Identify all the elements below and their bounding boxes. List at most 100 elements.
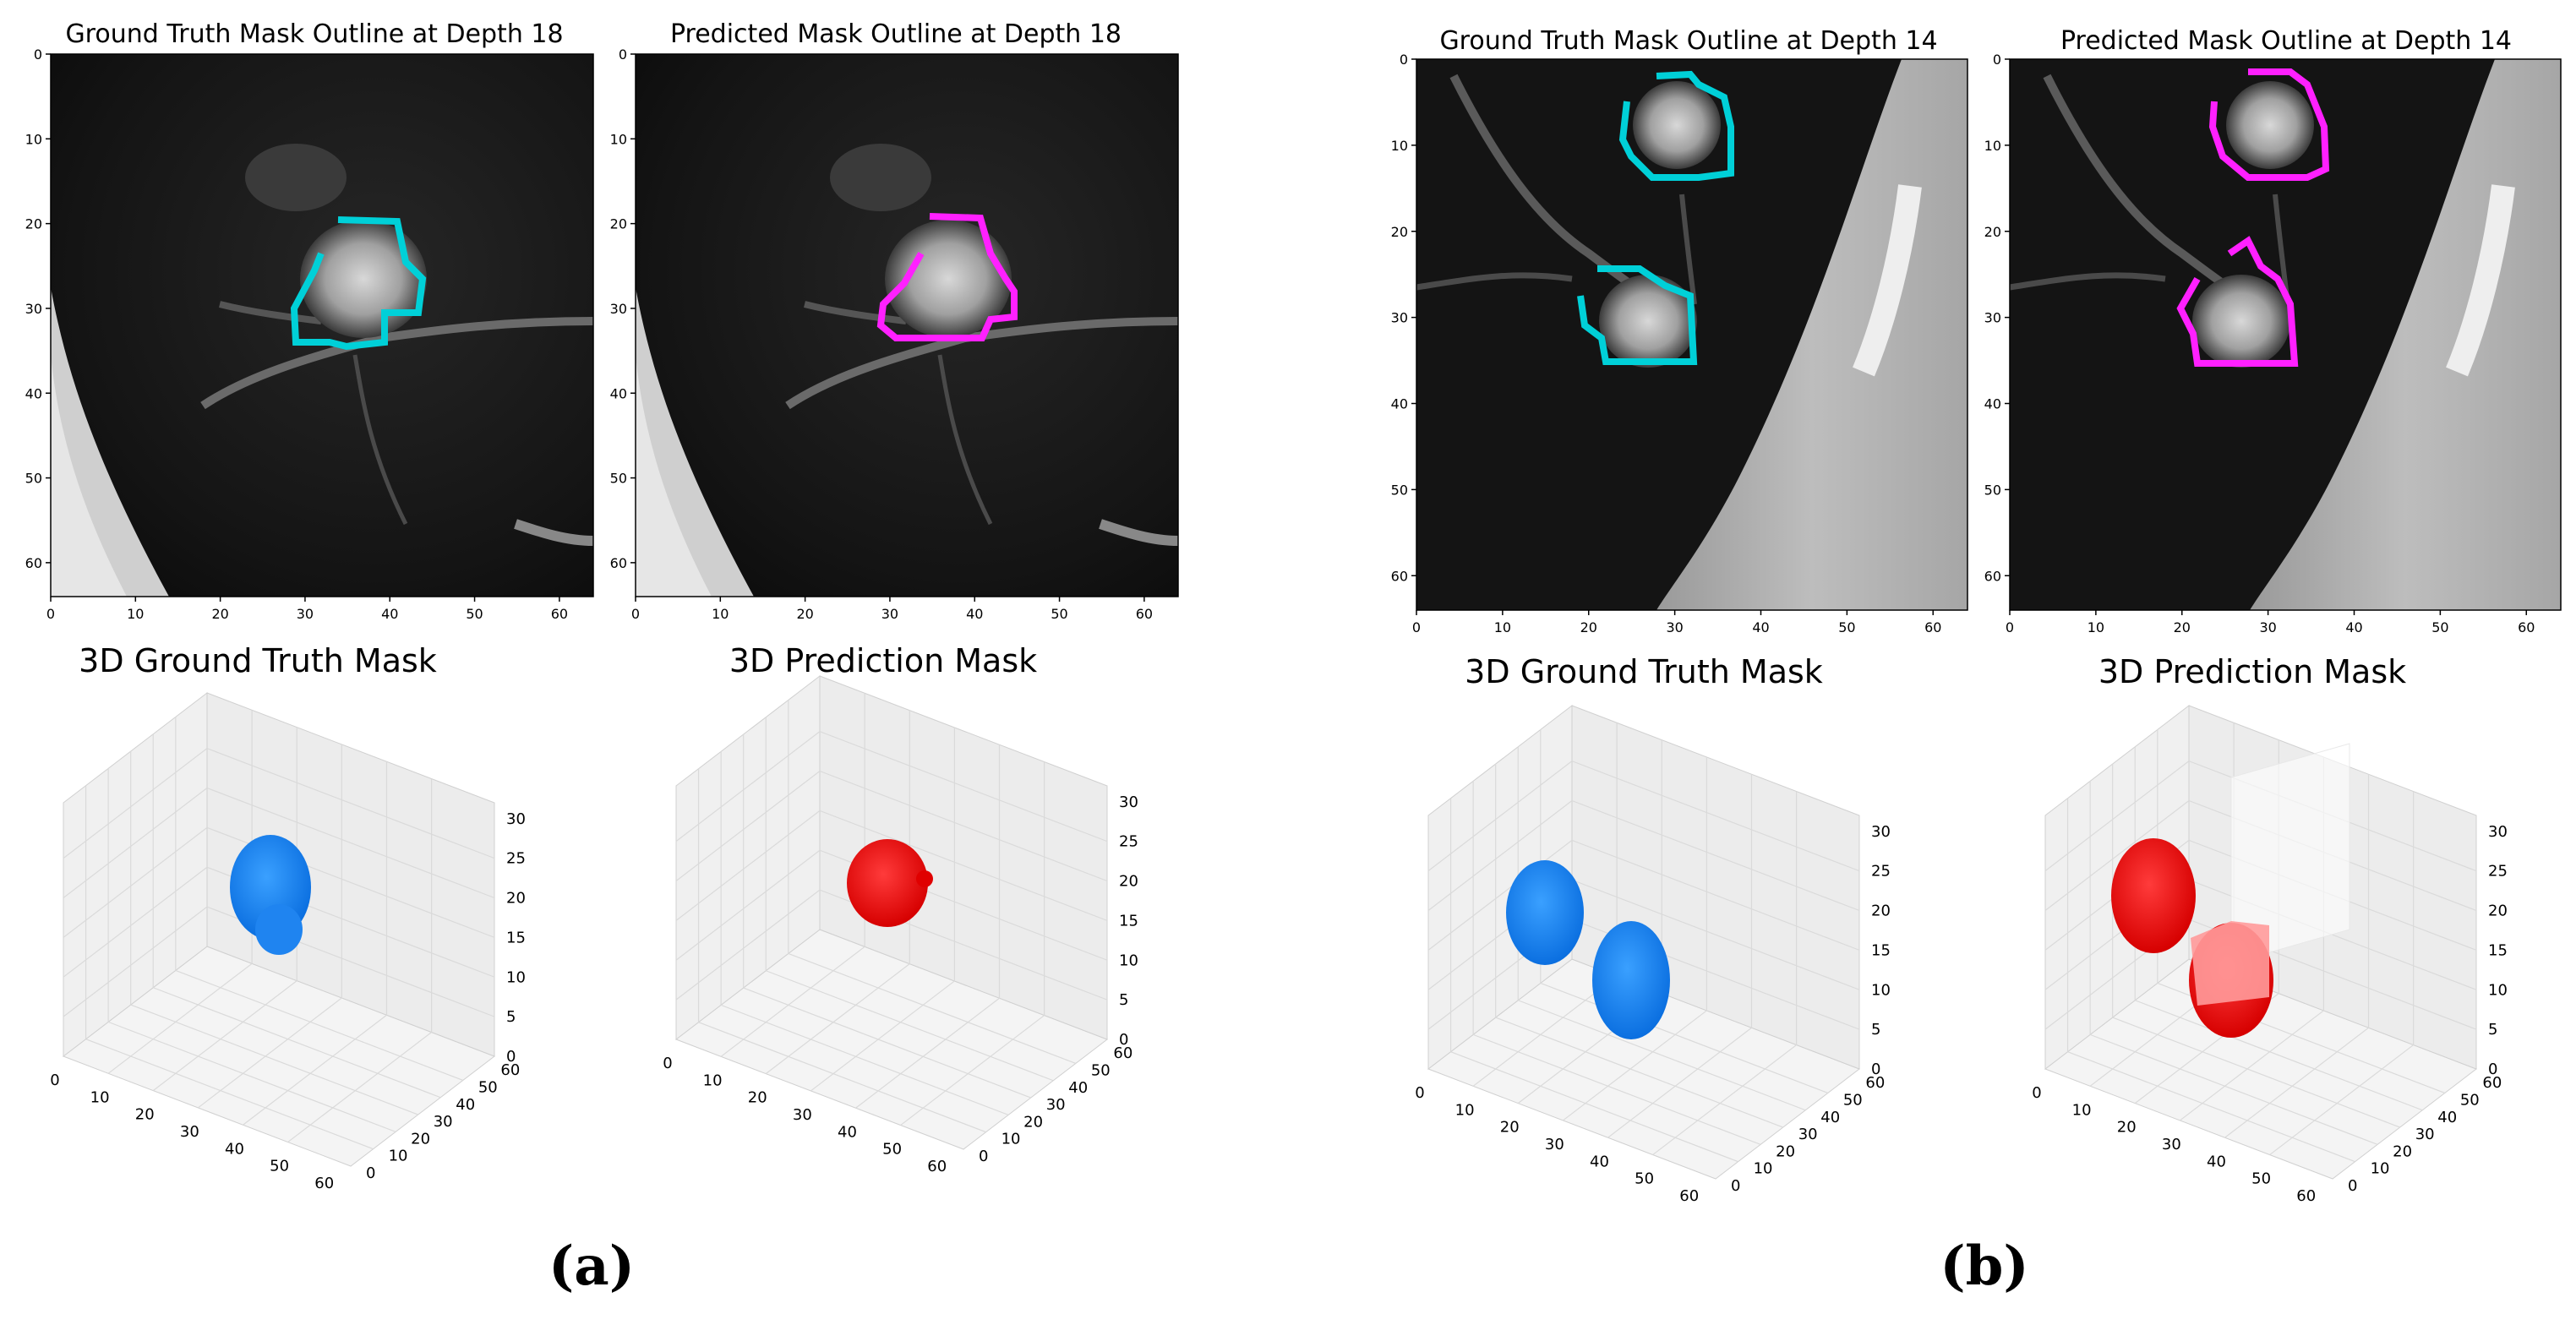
vol-z-tick-label-a-pred-30: 30	[1119, 793, 1138, 811]
y-tick-label-a-pred-60: 60	[610, 555, 627, 571]
vol-sidewall-a-pred	[675, 674, 821, 1041]
vol-grid-a-gt	[85, 1039, 374, 1150]
vol-grid-a-gt	[206, 748, 495, 859]
vol-z-tick-label-b-gt-5: 5	[1871, 1021, 1880, 1039]
vol-sidewall-b-gt	[1427, 704, 1573, 1071]
pred-outline-b2	[2176, 236, 2299, 367]
pred-outline-a	[876, 213, 1018, 341]
slice-title-a-pred: Predicted Mask Outline at Depth 18	[670, 19, 1122, 49]
x-tick-label-a-pred-60: 60	[1136, 606, 1153, 622]
x-tick-label-a-pred-50: 50	[1051, 606, 1067, 622]
vol-x-tick-label-a-gt-60: 60	[314, 1175, 334, 1192]
vol-grid-a-gt	[63, 906, 208, 1017]
vol-grid-a-pred	[675, 771, 821, 881]
y-tick-label-b-gt-50: 50	[1391, 482, 1408, 498]
ct-slice-a-gt	[51, 54, 594, 597]
gt-volume-a	[230, 835, 311, 955]
vol-grid-b-gt	[1518, 1000, 1806, 1111]
vol-y-tick-label-a-gt-0: 0	[366, 1164, 375, 1182]
vol-x-tick-label-b-pred-50: 50	[2251, 1170, 2271, 1188]
vol-x-tick-label-b-gt-0: 0	[1415, 1084, 1424, 1102]
x-tick-label-b-pred-40: 40	[2345, 619, 2362, 635]
y-tick-label-b-gt-20: 20	[1391, 224, 1408, 240]
vol-x-tick-label-b-gt-20: 20	[1500, 1119, 1520, 1137]
vol-grid-b-gt	[1563, 1010, 1707, 1121]
vol-x-tick-label-b-gt-60: 60	[1679, 1187, 1699, 1205]
x-tick-label-a-gt-20: 20	[211, 606, 228, 622]
x-tick-label-a-gt-40: 40	[381, 606, 398, 622]
vol-title-b-gt: 3D Ground Truth Mask	[1465, 653, 1823, 690]
vol-grid-a-pred	[766, 970, 1054, 1082]
vol-grid-a-pred	[819, 770, 1108, 882]
slice-frame-a-pred	[635, 53, 1179, 597]
x-tick-label-b-gt-0: 0	[1412, 619, 1421, 635]
vol-grid-a-gt	[130, 1004, 418, 1115]
vol-grid-a-gt	[63, 788, 208, 898]
vol-sidewall-a-gt	[63, 691, 208, 1058]
ct-slice-b-pred	[2009, 59, 2561, 610]
x-tick-label-a-pred-30: 30	[881, 606, 898, 622]
vol-x-tick-label-a-pred-60: 60	[927, 1158, 947, 1175]
vol-x-tick-label-b-gt-50: 50	[1635, 1170, 1654, 1188]
vol-grid-a-pred	[675, 849, 821, 961]
y-tick-label-b-gt-60: 60	[1391, 568, 1408, 584]
vol-y-tick-label-a-gt-60: 60	[500, 1061, 520, 1079]
vol-z-tick-label-b-pred-30: 30	[2488, 823, 2508, 841]
y-tick-label-a-pred-10: 10	[610, 131, 627, 147]
vol-x-tick-label-a-pred-20: 20	[748, 1089, 767, 1107]
vol-grid-b-pred	[2044, 800, 2190, 911]
vol-grid-a-pred	[720, 1004, 1009, 1115]
vol-y-tick-label-a-pred-30: 30	[1046, 1096, 1066, 1114]
vol-x-tick-label-b-pred-40: 40	[2207, 1153, 2226, 1170]
vol-x-tick-label-a-gt-10: 10	[90, 1088, 110, 1106]
x-tick-label-b-gt-20: 20	[1580, 619, 1597, 635]
vol-y-tick-label-b-gt-0: 0	[1731, 1177, 1740, 1195]
vol-y-tick-label-b-pred-60: 60	[2482, 1074, 2502, 1092]
gt-outline-a	[290, 216, 427, 351]
vol-y-tick-label-a-pred-0: 0	[979, 1148, 988, 1165]
x-tick-label-b-gt-30: 30	[1666, 619, 1683, 635]
y-tick-label-a-gt-30: 30	[25, 301, 42, 317]
vol-x-tick-label-b-pred-10: 10	[2072, 1101, 2092, 1119]
vol-x-tick-label-b-pred-60: 60	[2296, 1187, 2316, 1205]
vol-grid-a-pred	[900, 1015, 1045, 1126]
slice-title-b-gt: Ground Truth Mask Outline at Depth 14	[1439, 26, 1937, 56]
vol-x-tick-label-a-pred-10: 10	[703, 1071, 723, 1089]
vol-y-tick-label-a-pred-50: 50	[1091, 1061, 1111, 1079]
vol-grid-b-pred	[2112, 1017, 2400, 1128]
vol-y-tick-label-b-pred-20: 20	[2393, 1142, 2412, 1160]
vol-x-tick-label-a-gt-30: 30	[180, 1123, 199, 1141]
vol-grid-b-pred	[2044, 761, 2190, 872]
x-tick-label-b-pred-50: 50	[2431, 619, 2448, 635]
vol-y-tick-label-b-gt-30: 30	[1798, 1126, 1818, 1143]
vol-grid-b-gt	[1652, 1044, 1797, 1156]
vol-grid-b-gt	[1571, 799, 1860, 912]
y-tick-label-b-gt-10: 10	[1391, 138, 1408, 154]
vol-x-tick-label-a-gt-20: 20	[135, 1106, 155, 1124]
x-tick-label-a-gt-50: 50	[466, 606, 483, 622]
vol-grid-a-pred	[810, 980, 955, 1092]
vol-y-tick-label-a-pred-60: 60	[1113, 1044, 1132, 1062]
vol-y-tick-label-b-gt-60: 60	[1865, 1074, 1885, 1092]
y-tick-label-a-pred-20: 20	[610, 216, 627, 232]
vol-grid-a-gt	[153, 987, 441, 1099]
y-tick-label-b-pred-40: 40	[1984, 396, 2001, 412]
x-tick-label-a-pred-40: 40	[966, 606, 983, 622]
vol-y-tick-label-a-gt-50: 50	[478, 1078, 498, 1096]
vol-x-tick-label-a-pred-50: 50	[882, 1141, 902, 1159]
vol-y-tick-label-a-pred-20: 20	[1023, 1113, 1043, 1131]
vol-grid-a-gt	[63, 866, 208, 978]
vol-x-tick-label-b-gt-40: 40	[1590, 1153, 1609, 1170]
vol-y-tick-label-b-gt-10: 10	[1754, 1160, 1773, 1178]
vol-grid-a-gt	[175, 969, 464, 1081]
y-tick-label-b-pred-30: 30	[1984, 310, 2001, 326]
vol-z-tick-label-a-pred-5: 5	[1119, 991, 1128, 1009]
vol-z-tick-label-b-pred-10: 10	[2488, 981, 2508, 999]
panel-label-a: (a)	[548, 1235, 635, 1298]
vol-x-tick-label-b-gt-30: 30	[1545, 1136, 1564, 1153]
vol-grid-b-pred	[2180, 1010, 2324, 1121]
y-tick-label-a-pred-30: 30	[610, 301, 627, 317]
vol-z-tick-label-a-gt-15: 15	[506, 929, 526, 946]
vol-grid-b-gt	[1427, 800, 1573, 911]
